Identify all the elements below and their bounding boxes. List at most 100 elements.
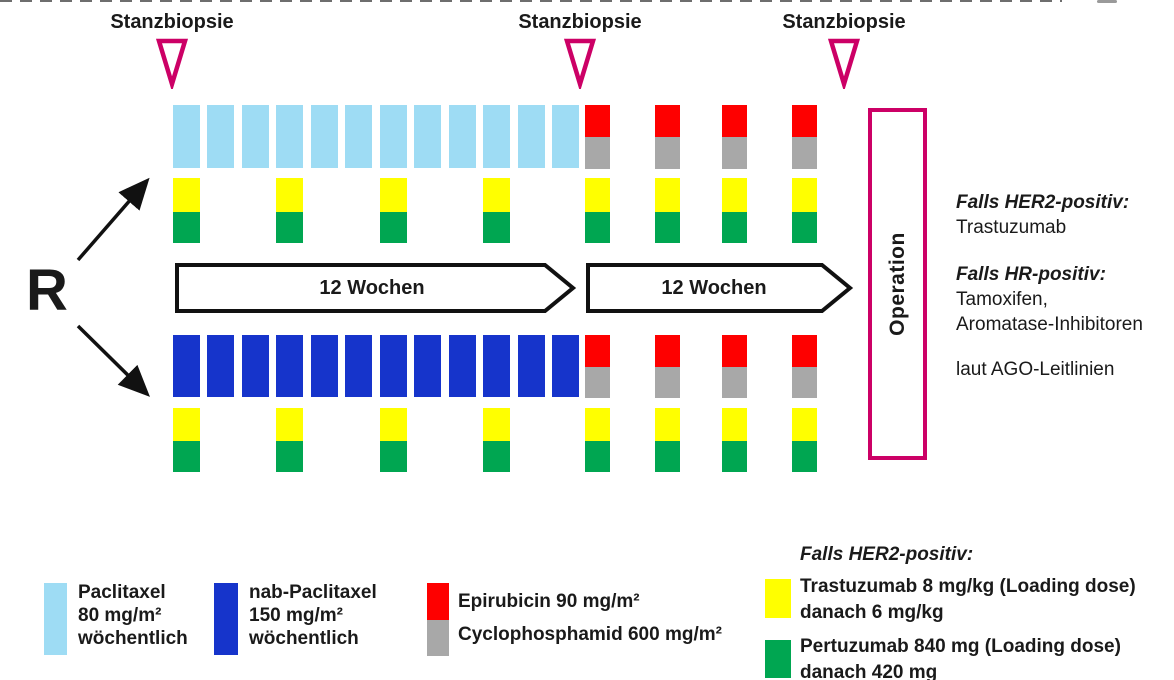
nab-paclitaxel-dose-bar (276, 335, 304, 397)
trastuzumab-legend-line2: danach 6 mg/kg (800, 602, 944, 623)
cyclophosphamid-dose-segment (655, 137, 680, 169)
paclitaxel-dose-bar (517, 105, 545, 168)
nab-paclitaxel-dose-bar (310, 335, 338, 397)
cyclophosphamid-dose-segment (655, 367, 680, 398)
paclitaxel-dose-bar (207, 105, 235, 168)
hr-note-line2: Aromatase-Inhibitoren (956, 314, 1143, 335)
nab-paclitaxel-dose-bar (379, 335, 407, 397)
paclitaxel-dose-bar (241, 105, 269, 168)
nab-paclitaxel-legend-line1: nab-Paclitaxel (249, 582, 377, 603)
pertuzumab-dose-segment (655, 441, 680, 472)
nab-paclitaxel-dose-bar (345, 335, 373, 397)
paclitaxel-dose-bar (310, 105, 338, 168)
paclitaxel-legend-line2: 80 mg/m² (78, 605, 162, 626)
nab-paclitaxel-dose-bar (241, 335, 269, 397)
guideline-note: laut AGO-Leitlinien (956, 357, 1114, 382)
trastuzumab-dose-segment (655, 178, 680, 212)
trastuzumab-dose-segment (792, 178, 817, 212)
trastuzumab-dose-segment (722, 408, 747, 441)
pertuzumab-legend-line2: danach 420 mg (800, 662, 938, 680)
trastuzumab-dose-segment (276, 178, 304, 212)
trastuzumab-dose-segment (722, 178, 747, 212)
epirubicin-dose-segment (585, 105, 610, 137)
biopsy-marker: Stanzbiopsie (759, 10, 929, 89)
pertuzumab-dose-segment (792, 441, 817, 472)
paclitaxel-dose-bar (276, 105, 304, 168)
trastuzumab-dose-segment (173, 178, 200, 212)
cyclophosphamid-dose-segment (585, 367, 610, 398)
epirubicin-dose-segment (722, 105, 747, 137)
trastuzumab-dose-segment (655, 408, 680, 441)
operation-label: Operation (885, 232, 909, 336)
biopsy-triangle-icon (563, 38, 597, 89)
nab-paclitaxel-dose-bar (207, 335, 235, 397)
nab-paclitaxel-dose-bar (448, 335, 476, 397)
phase1-duration-label: 12 Wochen (319, 277, 425, 299)
randomization-label: R (26, 258, 68, 323)
cyclophosphamid-legend-text: Cyclophosphamid 600 mg/m² (458, 624, 722, 645)
trastuzumab-dose-segment (483, 408, 511, 441)
pertuzumab-dose-segment (173, 441, 200, 472)
pertuzumab-legend-text: Pertuzumab 840 mg (Loading dose) danach … (800, 634, 1121, 680)
her2-note-header: Falls HER2-positiv: (956, 192, 1130, 213)
pertuzumab-dose-segment (379, 441, 407, 472)
paclitaxel-dose-bar (379, 105, 407, 168)
epirubicin-dose-segment (792, 105, 817, 137)
cyclophosphamid-dose-segment (722, 137, 747, 169)
biopsy-label: Stanzbiopsie (518, 11, 642, 33)
nab-paclitaxel-legend-line2: 150 mg/m² (249, 605, 343, 626)
pertuzumab-dose-segment (173, 212, 200, 243)
cyclophosphamid-swatch (427, 620, 449, 656)
epirubicin-swatch (427, 583, 449, 620)
trastuzumab-dose-segment (173, 408, 200, 441)
epirubicin-dose-segment (655, 105, 680, 137)
trastuzumab-dose-segment (483, 178, 511, 212)
biopsy-label: Stanzbiopsie (782, 11, 906, 33)
pertuzumab-swatch (765, 640, 791, 678)
biopsy-triangle-icon (827, 38, 861, 89)
hr-note: Falls HR-positiv: Tamoxifen, Aromatase-I… (956, 262, 1143, 337)
paclitaxel-swatch (44, 583, 67, 655)
paclitaxel-dose-bar (551, 105, 579, 168)
paclitaxel-dose-bar (345, 105, 373, 168)
guideline-note-line: laut AGO-Leitlinien (956, 359, 1115, 380)
biopsy-label: Stanzbiopsie (110, 11, 234, 33)
trastuzumab-dose-segment (585, 178, 610, 212)
epirubicin-dose-segment (722, 335, 747, 367)
nab-paclitaxel-dose-bar (483, 335, 511, 397)
paclitaxel-legend-line3: wöchentlich (78, 628, 188, 649)
pertuzumab-dose-segment (379, 212, 407, 243)
pertuzumab-dose-segment (792, 212, 817, 243)
biopsy-marker: Stanzbiopsie (495, 10, 665, 89)
phase2-duration-label: 12 Wochen (661, 277, 767, 299)
pertuzumab-dose-segment (483, 212, 511, 243)
her2-note: Falls HER2-positiv: Trastuzumab (956, 190, 1129, 240)
epirubicin-legend-text: Epirubicin 90 mg/m² (458, 591, 640, 612)
pertuzumab-dose-segment (722, 441, 747, 472)
paclitaxel-legend-text: Paclitaxel 80 mg/m² wöchentlich (78, 581, 188, 650)
paclitaxel-dose-bar (173, 105, 200, 168)
paclitaxel-legend-line1: Paclitaxel (78, 582, 166, 603)
nab-paclitaxel-legend-text: nab-Paclitaxel 150 mg/m² wöchentlich (249, 581, 377, 650)
pertuzumab-dose-segment (276, 441, 304, 472)
hr-note-line1: Tamoxifen, (956, 289, 1048, 310)
slide-border-fragment (1097, 0, 1117, 3)
paclitaxel-dose-bar (448, 105, 476, 168)
legend-her2-header: Falls HER2-positiv: (800, 544, 974, 565)
biopsy-triangle-icon (155, 38, 189, 89)
epirubicin-dose-segment (585, 335, 610, 367)
cyclophosphamid-dose-segment (585, 137, 610, 169)
epirubicin-dose-segment (655, 335, 680, 367)
paclitaxel-dose-bar (483, 105, 511, 168)
trastuzumab-dose-segment (379, 178, 407, 212)
randomization-arrow-arm2 (76, 324, 150, 397)
trastuzumab-dose-segment (276, 408, 304, 441)
nab-paclitaxel-dose-bar (173, 335, 200, 397)
trastuzumab-swatch (765, 579, 791, 618)
cyclophosphamid-dose-segment (722, 367, 747, 398)
slide-border-dashed-line (0, 0, 1062, 2)
nab-paclitaxel-dose-bar (551, 335, 579, 397)
pertuzumab-dose-segment (655, 212, 680, 243)
nab-paclitaxel-legend-line3: wöchentlich (249, 628, 359, 649)
